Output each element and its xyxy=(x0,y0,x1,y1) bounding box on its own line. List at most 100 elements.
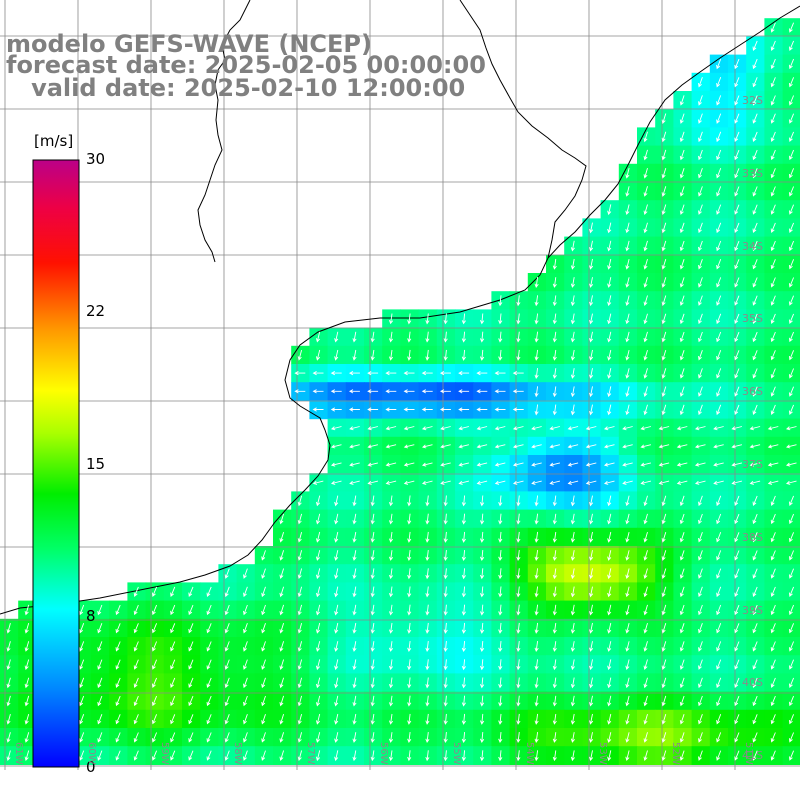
wind-arrow xyxy=(297,732,303,743)
wind-arrow xyxy=(589,277,594,288)
wind-arrow xyxy=(461,695,466,707)
wind-arrow xyxy=(552,604,557,616)
wind-arrow xyxy=(607,550,612,561)
wind-arrow xyxy=(625,167,630,179)
wind-arrow xyxy=(443,349,448,361)
wind-arrow xyxy=(261,732,266,743)
wind-arrow xyxy=(716,641,722,652)
wind-arrow xyxy=(549,480,561,485)
wind-arrow xyxy=(589,313,594,325)
wind-arrow xyxy=(567,480,579,485)
wind-arrow xyxy=(498,604,503,616)
wind-arrow xyxy=(352,695,357,707)
wind-arrow xyxy=(315,713,321,725)
wind-arrow xyxy=(151,732,158,743)
wind-arrow xyxy=(603,480,615,485)
wind-arrow xyxy=(622,462,633,467)
wind-arrow xyxy=(443,331,448,343)
wind-arrow xyxy=(643,349,648,361)
wind-arrow xyxy=(676,462,688,467)
wind-arrow xyxy=(770,131,776,142)
wind-arrow xyxy=(661,550,667,561)
wind-arrow xyxy=(315,550,321,561)
wind-arrow xyxy=(516,295,521,307)
wind-arrow xyxy=(661,277,667,288)
wind-arrow xyxy=(188,659,194,670)
wind-arrow xyxy=(752,550,758,561)
wind-arrow xyxy=(315,695,321,707)
wind-arrow xyxy=(315,349,321,361)
wind-arrow xyxy=(788,222,795,233)
wind-arrow xyxy=(294,371,306,376)
wind-arrow xyxy=(552,550,557,561)
wind-arrow xyxy=(498,586,503,598)
wind-arrow xyxy=(570,586,575,598)
wind-arrow xyxy=(425,513,430,525)
wind-arrow xyxy=(585,462,597,467)
wind-arrow xyxy=(643,222,648,234)
wind-arrow xyxy=(567,426,579,431)
wind-arrow xyxy=(79,695,85,707)
wind-arrow xyxy=(752,350,758,361)
wind-arrow xyxy=(370,659,375,671)
wind-arrow xyxy=(279,531,285,543)
wind-arrow xyxy=(206,714,212,725)
wind-arrow xyxy=(607,222,612,234)
wind-arrow xyxy=(698,186,703,197)
wind-arrow xyxy=(643,131,648,143)
wind-arrow xyxy=(315,677,321,689)
wind-arrow xyxy=(461,531,466,543)
wind-arrow xyxy=(151,641,158,652)
wind-arrow xyxy=(679,331,685,343)
wind-arrow xyxy=(661,750,667,762)
wind-arrow xyxy=(770,277,776,288)
wind-arrow xyxy=(461,513,466,525)
wind-arrow xyxy=(589,240,594,252)
wind-arrow xyxy=(534,695,539,707)
wind-arrow xyxy=(425,550,430,562)
coastline-line xyxy=(0,5,800,615)
wind-arrow xyxy=(788,623,795,634)
wind-arrow xyxy=(607,404,612,416)
wind-arrow xyxy=(151,659,158,670)
wind-arrow xyxy=(716,750,722,761)
wind-arrow xyxy=(607,386,612,398)
wind-arrow xyxy=(676,426,688,431)
wind-arrow xyxy=(552,513,557,525)
wind-arrow xyxy=(734,495,740,506)
wind-arrow xyxy=(679,222,685,234)
wind-arrow xyxy=(512,444,524,449)
wind-arrow xyxy=(370,550,375,561)
wind-arrow xyxy=(625,677,630,689)
wind-arrow xyxy=(752,40,758,51)
wind-arrow xyxy=(370,586,375,598)
wind-arrow xyxy=(679,550,685,561)
wind-arrow xyxy=(679,532,685,543)
wind-arrow xyxy=(567,444,579,449)
wind-arrow xyxy=(443,586,448,598)
wind-arrow xyxy=(716,568,722,579)
wind-arrow xyxy=(224,732,230,743)
lat-label-37s: 37S xyxy=(742,458,763,471)
wind-arrow xyxy=(115,659,121,670)
wind-arrow xyxy=(440,462,451,467)
wind-arrow xyxy=(552,641,557,652)
wind-arrow xyxy=(770,168,776,179)
wind-arrow xyxy=(716,404,722,416)
wind-arrow xyxy=(425,313,430,325)
wind-arrow xyxy=(589,368,594,379)
wind-arrow xyxy=(570,568,575,580)
wind-arrow xyxy=(352,677,357,689)
wind-arrow xyxy=(534,331,539,343)
wind-arrow xyxy=(625,550,630,561)
wind-arrow xyxy=(297,750,303,762)
wind-arrow xyxy=(534,677,539,689)
wind-arrow xyxy=(625,331,630,343)
wind-arrow xyxy=(679,714,685,725)
wind-arrow xyxy=(498,622,503,634)
wind-arrow xyxy=(407,349,412,361)
wind-arrow xyxy=(589,386,594,398)
wind-arrow xyxy=(716,604,722,616)
wind-arrow xyxy=(151,714,158,725)
wind-arrow xyxy=(640,480,652,485)
